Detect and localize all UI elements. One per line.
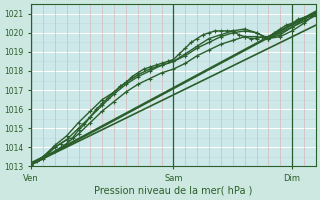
X-axis label: Pression niveau de la mer( hPa ): Pression niveau de la mer( hPa ) [94,186,252,196]
